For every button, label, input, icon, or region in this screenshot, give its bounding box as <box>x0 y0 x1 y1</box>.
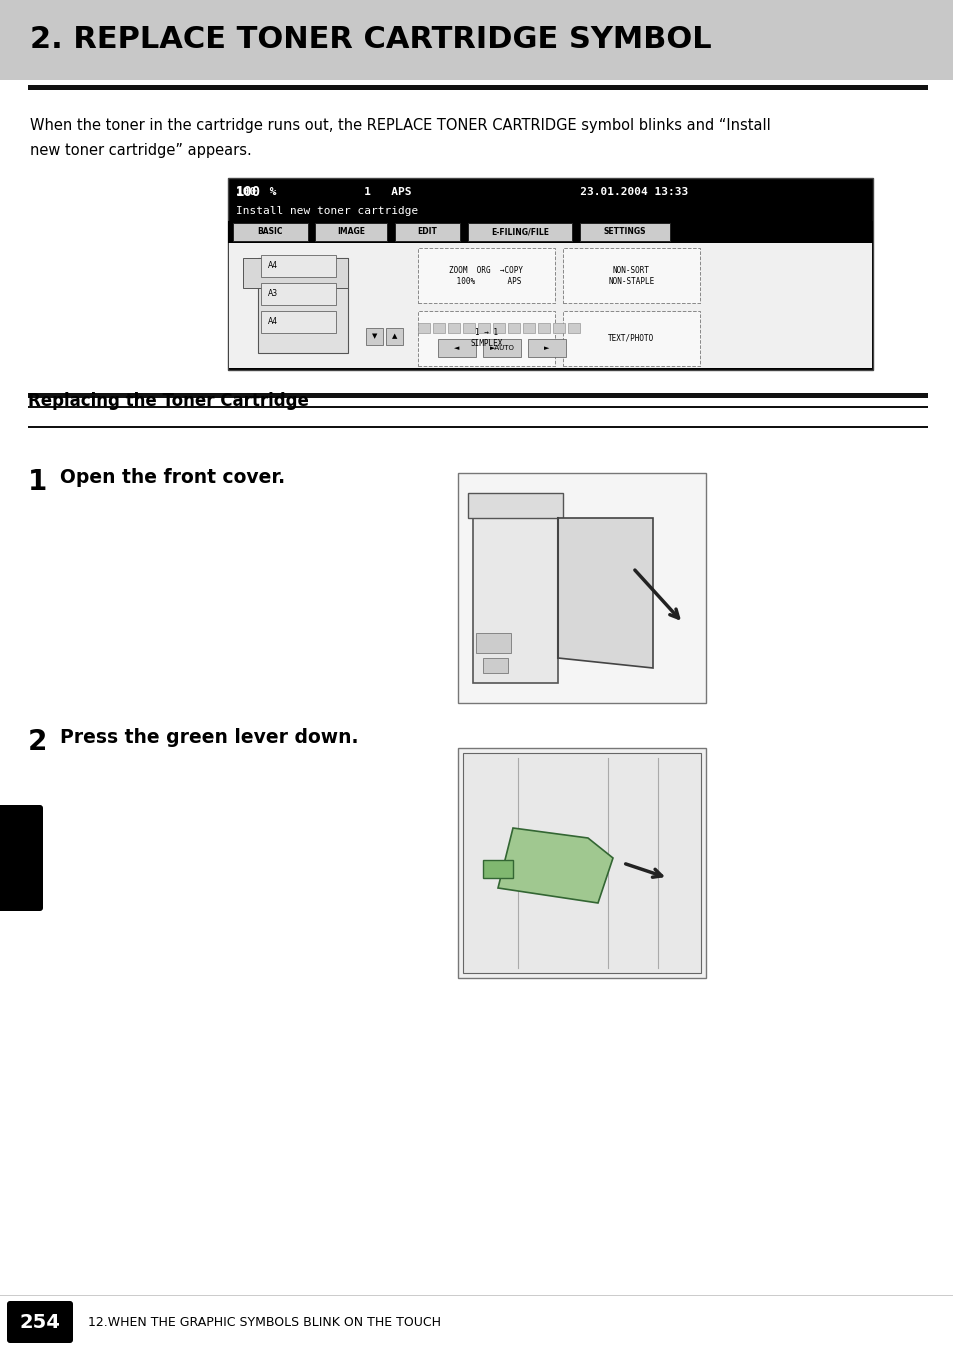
Bar <box>473 497 558 683</box>
Bar <box>386 328 402 345</box>
Bar <box>314 222 387 241</box>
Text: 100: 100 <box>235 185 261 200</box>
Bar <box>28 426 927 429</box>
Text: TEXT/PHOTO: TEXT/PHOTO <box>608 333 654 342</box>
Bar <box>562 248 700 303</box>
Bar <box>28 406 927 408</box>
Text: 100  %             1   APS                         23.01.2004 13:33: 100 % 1 APS 23.01.2004 13:33 <box>235 187 687 197</box>
Text: A3: A3 <box>268 290 278 298</box>
Text: Replacing the Toner Cartridge: Replacing the Toner Cartridge <box>28 392 309 410</box>
Text: A4: A4 <box>268 262 278 271</box>
Bar <box>537 324 550 333</box>
Text: ZOOM  ORG  →COPY
 100%       APS: ZOOM ORG →COPY 100% APS <box>449 267 523 286</box>
Bar <box>507 324 519 333</box>
Text: ▼: ▼ <box>372 333 376 340</box>
Text: Press the green lever down.: Press the green lever down. <box>60 728 358 747</box>
Bar <box>366 328 382 345</box>
Bar <box>527 338 565 357</box>
Bar <box>229 243 871 368</box>
FancyBboxPatch shape <box>0 805 43 911</box>
Text: EDIT: EDIT <box>417 228 437 236</box>
Text: Open the front cover.: Open the front cover. <box>60 468 285 487</box>
Text: 1: 1 <box>28 468 48 496</box>
Bar <box>562 311 700 367</box>
Text: When the toner in the cartridge runs out, the REPLACE TONER CARTRIDGE symbol bli: When the toner in the cartridge runs out… <box>30 119 770 133</box>
Bar <box>482 860 513 878</box>
Polygon shape <box>558 518 652 669</box>
Bar <box>261 283 335 305</box>
Bar <box>579 222 669 241</box>
Bar <box>437 338 476 357</box>
Bar <box>462 754 700 973</box>
Bar <box>243 257 348 288</box>
Bar <box>233 248 408 363</box>
Text: ►AUTO: ►AUTO <box>489 345 514 350</box>
Bar <box>261 255 335 276</box>
Text: ►: ► <box>544 345 549 350</box>
Bar <box>257 257 348 353</box>
Text: NON-SORT
NON-STAPLE: NON-SORT NON-STAPLE <box>608 267 654 286</box>
Bar <box>457 473 705 704</box>
Bar <box>522 324 535 333</box>
Bar <box>228 178 872 369</box>
Text: 1 → 1
SIMPLEX: 1 → 1 SIMPLEX <box>470 329 502 348</box>
Bar <box>482 658 507 673</box>
Bar <box>476 634 511 652</box>
Text: IMAGE: IMAGE <box>336 228 365 236</box>
Text: 2. REPLACE TONER CARTRIDGE SYMBOL: 2. REPLACE TONER CARTRIDGE SYMBOL <box>30 26 711 54</box>
Bar <box>433 324 444 333</box>
Text: 254: 254 <box>20 1313 60 1332</box>
Bar <box>28 85 927 90</box>
Bar <box>417 248 555 303</box>
Bar <box>261 311 335 333</box>
Text: Install new toner cartridge: Install new toner cartridge <box>235 206 417 216</box>
Polygon shape <box>497 828 613 903</box>
Text: 12.WHEN THE GRAPHIC SYMBOLS BLINK ON THE TOUCH: 12.WHEN THE GRAPHIC SYMBOLS BLINK ON THE… <box>88 1316 440 1329</box>
Bar <box>417 324 430 333</box>
Bar <box>457 748 705 979</box>
Text: A4: A4 <box>268 318 278 326</box>
Bar <box>493 324 504 333</box>
Text: SETTINGS: SETTINGS <box>603 228 645 236</box>
Bar <box>468 493 562 518</box>
Bar <box>567 324 579 333</box>
Text: BASIC: BASIC <box>257 228 283 236</box>
Bar <box>448 324 459 333</box>
FancyBboxPatch shape <box>7 1301 73 1343</box>
Bar <box>468 222 572 241</box>
Text: 2: 2 <box>28 728 48 756</box>
Bar <box>233 222 308 241</box>
Text: ▲: ▲ <box>392 333 396 340</box>
Text: ◄: ◄ <box>454 345 459 350</box>
Bar <box>28 394 927 398</box>
Bar <box>0 1295 953 1348</box>
Bar <box>395 222 459 241</box>
Bar <box>0 0 953 80</box>
Bar <box>553 324 564 333</box>
Bar <box>229 307 871 369</box>
Bar <box>228 221 872 243</box>
Text: new toner cartridge” appears.: new toner cartridge” appears. <box>30 143 252 158</box>
Bar <box>482 338 520 357</box>
Bar <box>477 324 490 333</box>
Bar <box>462 324 475 333</box>
Text: E-FILING/FILE: E-FILING/FILE <box>491 228 548 236</box>
Bar <box>417 311 555 367</box>
